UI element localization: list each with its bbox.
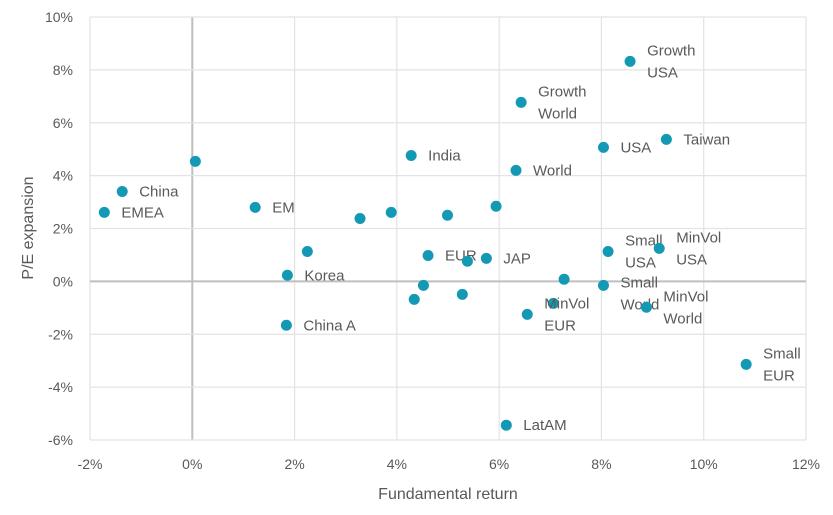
data-point [189,155,201,167]
point-label: China [139,183,179,200]
y-tick-label: -4% [48,379,73,395]
x-tick-label: 10% [690,456,718,472]
data-point [405,150,417,162]
point-label: MinVol World [663,288,708,327]
point-label: Korea [304,267,345,284]
x-tick-label: -2% [78,456,103,472]
point-label: Taiwan [683,131,730,148]
point-label: Small EUR [763,345,801,384]
tick-labels: -2% 0% 2% 4% 6% 8% 10% 12% -6% -4% -2% 0% 2% 4% 6% 8% 10… [45,9,820,472]
data-point [249,201,261,213]
data-point [461,255,473,267]
point-label: China A [303,317,356,334]
point-label: Growth World [538,83,586,122]
data-point [640,301,652,313]
data-point [301,246,313,258]
data-point [597,141,609,153]
data-point [500,419,512,431]
data-point [660,133,672,145]
x-axis-label: Fundamental return [378,486,518,503]
data-point [281,269,293,281]
point-label: JAP [503,250,531,267]
data-point [597,279,609,291]
x-tick-label: 2% [284,456,304,472]
data-point [602,246,614,258]
data-point [116,185,128,197]
data-point [624,55,636,67]
data-point [490,200,502,212]
point-label: LatAM [523,417,566,434]
data-point [456,288,468,300]
point-label: MinVol USA [676,229,721,268]
data-point [558,273,570,285]
gridlines [89,16,807,441]
data-point [98,206,110,218]
y-tick-label: -2% [48,326,73,342]
data-point [441,209,453,221]
point-label: World [533,162,572,179]
data-point [510,164,522,176]
y-tick-label: 0% [53,273,73,289]
data-point [408,293,420,305]
y-tick-label: 6% [53,115,73,131]
y-tick-label: 2% [53,221,73,237]
data-point [480,252,492,264]
x-tick-label: 8% [591,456,611,472]
point-label: Small World [620,275,659,314]
data-points: Growth USA Growth World USA Taiwan India World C… [98,42,801,434]
point-label: EMEA [121,204,164,221]
point-label: India [428,148,461,165]
data-point [385,206,397,218]
data-point [422,249,434,261]
x-tick-label: 4% [387,456,407,472]
data-point [417,279,429,291]
data-point [280,319,292,331]
x-tick-label: 0% [182,456,202,472]
data-point [521,308,533,320]
y-tick-label: 4% [53,168,73,184]
x-tick-label: 6% [489,456,509,472]
point-label: Small USA [625,233,663,272]
point-label: EM [272,199,295,216]
y-tick-label: -6% [48,432,73,448]
point-label: USA [620,139,651,156]
data-point [547,297,559,309]
point-label: MinVol EUR [544,295,589,334]
data-point [653,242,665,254]
y-tick-label: 8% [53,62,73,78]
data-point [354,212,366,224]
data-point [740,358,752,370]
y-tick-label: 10% [45,9,73,25]
data-point [515,96,527,108]
y-axis-label: P/E expansion [20,176,37,279]
x-tick-label: 12% [792,456,820,472]
point-label: Growth USA [647,42,695,81]
